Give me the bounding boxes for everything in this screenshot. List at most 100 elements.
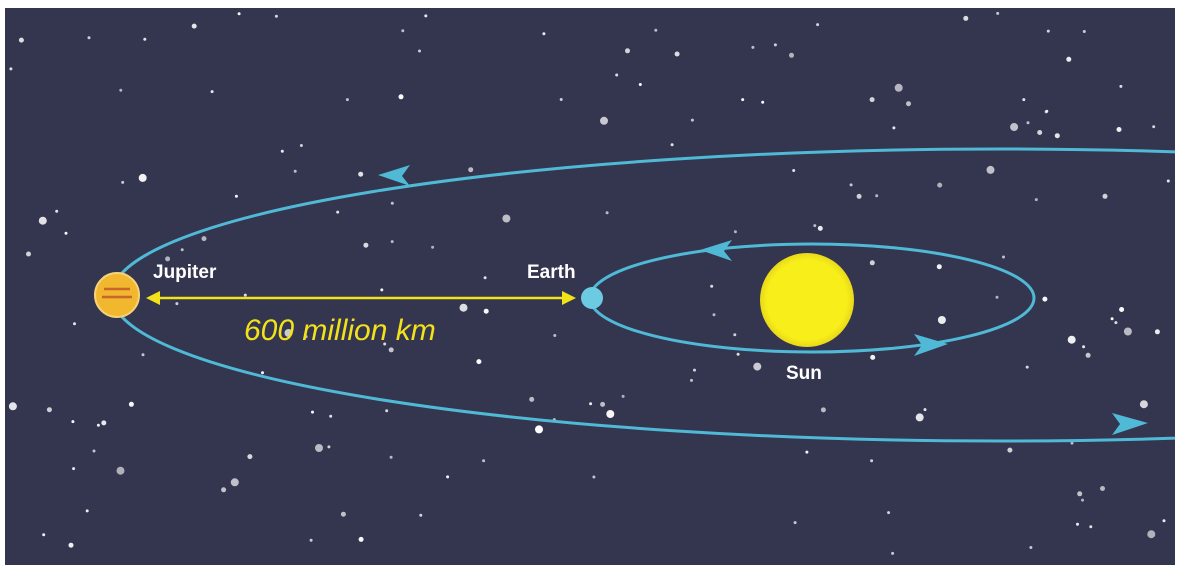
star	[363, 243, 368, 248]
star	[93, 450, 96, 453]
star	[247, 454, 252, 459]
star	[244, 294, 247, 297]
star	[202, 236, 207, 241]
star	[606, 410, 614, 418]
star	[693, 369, 696, 372]
star	[741, 98, 744, 101]
star	[710, 285, 713, 288]
sun-label: Sun	[786, 363, 822, 384]
star	[1002, 256, 1005, 259]
star	[88, 36, 91, 39]
star	[816, 23, 819, 26]
star	[1163, 519, 1166, 522]
star	[1140, 400, 1148, 408]
star	[211, 90, 214, 93]
sun	[760, 253, 854, 347]
star	[238, 12, 241, 15]
star	[622, 395, 625, 398]
star	[938, 316, 946, 324]
star	[615, 74, 618, 77]
star	[117, 467, 125, 475]
star	[231, 478, 239, 486]
star	[1037, 130, 1042, 135]
star	[774, 43, 777, 46]
star	[1042, 297, 1047, 302]
star	[468, 167, 473, 172]
star	[1119, 307, 1124, 312]
star	[192, 24, 197, 29]
star	[1089, 525, 1092, 528]
star	[310, 539, 313, 542]
star	[1068, 336, 1076, 344]
star	[870, 355, 875, 360]
star	[892, 126, 895, 129]
star	[235, 195, 238, 198]
star	[294, 170, 297, 173]
star	[419, 514, 422, 517]
star	[175, 302, 178, 305]
star	[937, 183, 942, 188]
star	[542, 32, 545, 35]
star	[606, 211, 609, 214]
star	[73, 322, 76, 325]
star	[870, 459, 873, 462]
star	[329, 415, 332, 418]
star	[446, 475, 449, 478]
star	[560, 98, 563, 101]
star	[275, 15, 278, 18]
star	[625, 48, 630, 53]
star	[341, 512, 346, 517]
star	[535, 425, 543, 433]
star	[281, 150, 284, 153]
star	[9, 67, 12, 70]
star	[1066, 57, 1071, 62]
star	[1083, 30, 1086, 33]
star	[1077, 491, 1082, 496]
star	[675, 52, 680, 57]
star	[71, 420, 74, 423]
star	[101, 420, 106, 425]
star	[119, 89, 122, 92]
star	[476, 359, 481, 364]
star	[165, 256, 170, 261]
star	[906, 101, 911, 106]
star	[1029, 546, 1032, 549]
star	[181, 248, 184, 251]
star	[737, 353, 740, 356]
star	[589, 402, 592, 405]
star	[221, 487, 226, 492]
star	[385, 409, 388, 412]
star	[789, 53, 794, 58]
star	[963, 16, 968, 21]
distance-label: 600 million km	[244, 314, 436, 347]
star	[1117, 127, 1122, 132]
star	[358, 172, 363, 177]
star	[671, 143, 674, 146]
star	[121, 181, 124, 184]
star	[1152, 125, 1155, 128]
jupiter-label: Jupiter	[153, 262, 217, 283]
star	[1076, 523, 1079, 526]
star	[529, 397, 534, 402]
star	[502, 215, 510, 223]
star	[870, 97, 875, 102]
star	[553, 334, 556, 337]
star	[857, 194, 862, 199]
star	[751, 46, 754, 49]
star	[1071, 442, 1074, 445]
star	[1167, 180, 1170, 183]
star	[761, 101, 764, 104]
star	[139, 174, 147, 182]
star	[1111, 317, 1114, 320]
star	[39, 217, 47, 225]
star	[399, 94, 404, 99]
star	[1124, 328, 1132, 336]
star	[1082, 345, 1085, 348]
star	[753, 363, 761, 371]
star	[1027, 121, 1030, 124]
star	[424, 14, 427, 17]
star	[794, 521, 797, 524]
star	[390, 456, 393, 459]
star	[805, 451, 808, 454]
star	[870, 260, 875, 265]
